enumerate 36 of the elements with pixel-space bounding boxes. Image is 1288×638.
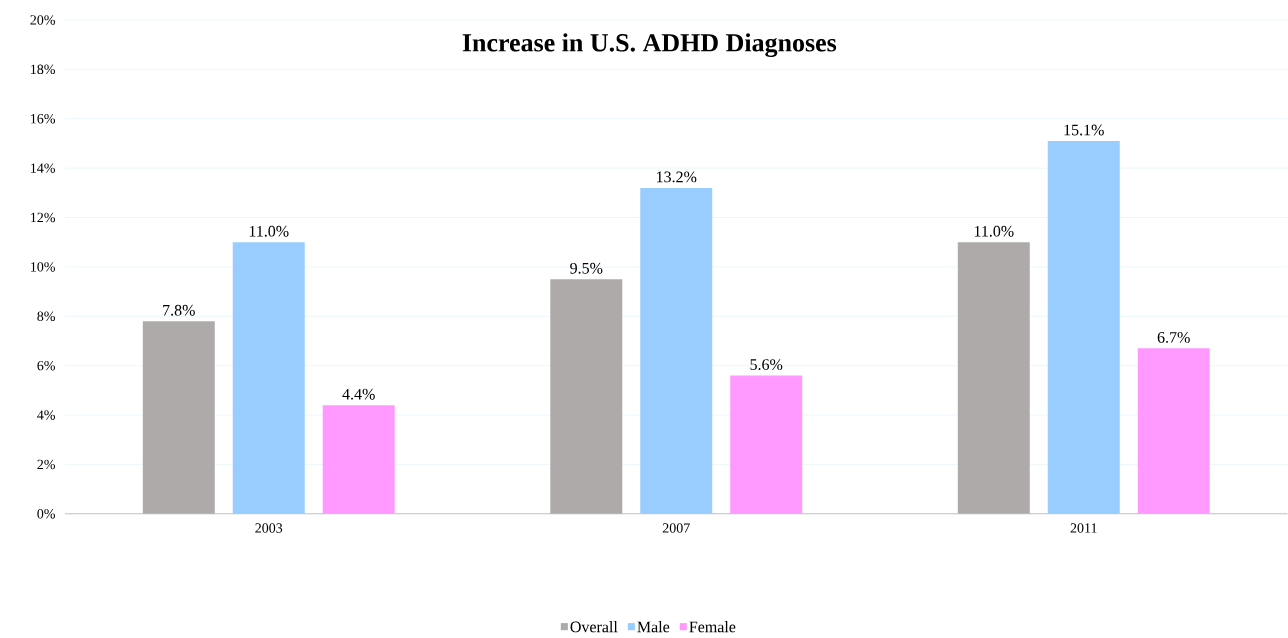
data-label: 11.0% <box>249 225 289 237</box>
legend-label: Male <box>637 621 670 633</box>
bar <box>730 375 803 514</box>
bar <box>232 242 305 514</box>
bar <box>322 405 395 514</box>
bar <box>1137 348 1210 514</box>
x-tick-label: 2011 <box>1070 523 1097 533</box>
y-tick-label: 4% <box>37 410 55 420</box>
legend-label: Female <box>689 621 736 633</box>
data-label: 9.5% <box>570 263 603 274</box>
y-tick-label: 6% <box>37 361 55 371</box>
chart-title: Increase in U.S. ADHD Diagnoses <box>462 33 837 58</box>
y-tick-label: 14% <box>31 163 55 174</box>
bar <box>142 321 215 514</box>
x-tick-label: 2003 <box>255 523 283 533</box>
y-tick-label: 18% <box>31 64 55 75</box>
data-label: 11.0% <box>974 225 1014 237</box>
data-label: 15.1% <box>1064 124 1104 136</box>
y-tick-label: 0% <box>37 509 55 519</box>
bar <box>640 188 713 514</box>
y-tick-label: 8% <box>37 311 55 322</box>
y-tick-label: 2% <box>37 459 55 470</box>
y-tick-label: 16% <box>31 114 55 124</box>
data-label: 5.6% <box>750 359 783 371</box>
bar <box>1047 141 1120 514</box>
bar <box>957 242 1030 514</box>
y-tick-label: 12% <box>31 212 55 223</box>
data-label: 13.2% <box>656 171 697 183</box>
y-tick-label: 20% <box>30 15 55 25</box>
data-label: 7.8% <box>163 305 195 316</box>
data-label: 6.7% <box>1157 332 1190 344</box>
legend-label: Overall <box>570 621 618 633</box>
bar <box>550 279 623 514</box>
x-tick-label: 2007 <box>662 523 690 533</box>
data-label: 4.4% <box>342 388 375 400</box>
y-tick-label: 10% <box>31 262 55 272</box>
